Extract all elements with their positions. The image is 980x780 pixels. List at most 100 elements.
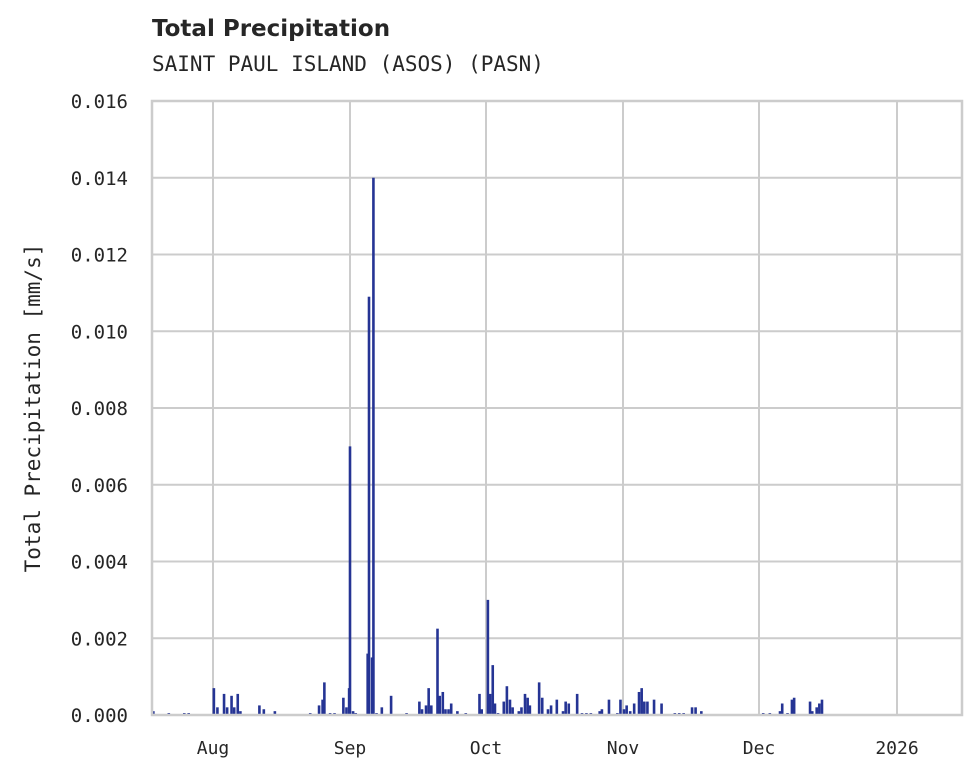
y-tick-label: 0.000 bbox=[71, 705, 128, 727]
precip-bar bbox=[549, 705, 553, 715]
chart-title: Total Precipitation bbox=[152, 16, 391, 42]
precip-bar bbox=[528, 705, 532, 715]
precip-bar bbox=[640, 688, 643, 715]
precip-bar bbox=[427, 688, 430, 715]
precip-bar bbox=[700, 711, 703, 715]
plot-frame bbox=[150, 99, 964, 717]
precip-bar bbox=[342, 697, 345, 715]
precip-bar bbox=[262, 709, 266, 715]
y-tick-label: 0.010 bbox=[71, 321, 128, 343]
precip-bar bbox=[236, 693, 240, 715]
precip-bar bbox=[598, 711, 601, 715]
precip-bar bbox=[488, 693, 492, 715]
precip-bar bbox=[637, 691, 641, 715]
precip-bar bbox=[790, 699, 794, 715]
chart-subtitle: SAINT PAUL ISLAND (ASOS) (PASN) bbox=[152, 52, 544, 76]
precip-bar bbox=[258, 705, 261, 715]
x-tick-label: Nov bbox=[607, 738, 640, 759]
precip-bar bbox=[537, 682, 541, 715]
y-tick-label: 0.002 bbox=[71, 628, 128, 650]
precip-bar bbox=[222, 693, 226, 715]
precip-bar bbox=[526, 697, 529, 715]
precipitation-bars bbox=[152, 177, 824, 715]
precip-bar bbox=[438, 695, 442, 715]
precip-bar bbox=[348, 446, 352, 715]
precip-bar bbox=[555, 699, 559, 715]
precip-bar bbox=[567, 703, 571, 715]
precip-bar bbox=[478, 693, 481, 715]
precip-bar bbox=[815, 707, 818, 715]
y-axis-label: Total Precipitation [mm/s] bbox=[21, 244, 45, 573]
y-tick-label: 0.004 bbox=[71, 552, 128, 574]
y-tick-label: 0.008 bbox=[71, 398, 128, 420]
precip-bar bbox=[345, 707, 348, 715]
precip-bar bbox=[232, 707, 236, 715]
precip-bar bbox=[575, 693, 579, 715]
precip-bar bbox=[607, 699, 611, 715]
precip-bar bbox=[632, 703, 636, 715]
precip-bar bbox=[239, 711, 242, 715]
precip-bar bbox=[447, 709, 450, 715]
x-axis-ticks: Aug Sep Oct Nov Dec 2026 bbox=[197, 738, 919, 759]
precip-bar bbox=[564, 701, 567, 715]
grid-lines bbox=[152, 100, 962, 716]
precip-bar bbox=[486, 599, 490, 715]
precip-bar bbox=[780, 703, 784, 715]
precip-bar bbox=[436, 628, 439, 715]
precip-bar bbox=[323, 682, 326, 715]
precip-bar bbox=[212, 688, 216, 715]
precip-bar bbox=[321, 699, 324, 715]
precip-bar bbox=[372, 177, 375, 715]
precip-bar bbox=[694, 707, 697, 715]
precip-bar bbox=[152, 711, 155, 715]
precip-bar bbox=[493, 703, 497, 715]
precip-bar bbox=[480, 709, 483, 715]
y-tick-label: 0.014 bbox=[71, 168, 128, 190]
precip-bar bbox=[778, 711, 782, 715]
precip-bar bbox=[561, 711, 565, 715]
precip-bar bbox=[622, 709, 626, 715]
precip-bar bbox=[818, 703, 821, 715]
precip-bar bbox=[441, 691, 445, 715]
precip-bar bbox=[820, 699, 824, 715]
y-tick-label: 0.006 bbox=[71, 475, 128, 497]
precip-bar bbox=[628, 711, 632, 715]
precip-bar bbox=[491, 665, 495, 715]
y-tick-label: 0.012 bbox=[71, 245, 128, 267]
precip-bar bbox=[389, 695, 393, 715]
precip-bar bbox=[810, 711, 814, 715]
precip-bar bbox=[690, 707, 694, 715]
precip-bar bbox=[619, 699, 622, 715]
precip-bar bbox=[808, 701, 812, 715]
precip-bar bbox=[520, 707, 523, 715]
precip-bar bbox=[646, 701, 649, 715]
precip-bar bbox=[380, 707, 384, 715]
precip-bar bbox=[420, 709, 424, 715]
precip-bar bbox=[366, 653, 369, 715]
precip-bar bbox=[230, 695, 233, 715]
precip-bar bbox=[456, 711, 459, 715]
y-axis-ticks: 0.000 0.002 0.004 0.006 0.008 0.010 0.012 0.014… bbox=[71, 91, 128, 727]
precip-bar bbox=[444, 709, 447, 715]
precip-bar bbox=[517, 711, 521, 715]
precip-bar bbox=[600, 709, 604, 715]
precip-bar bbox=[370, 657, 374, 715]
precip-bar bbox=[511, 707, 514, 715]
precip-bar bbox=[317, 705, 321, 715]
precip-bar bbox=[424, 705, 428, 715]
precip-bar bbox=[505, 686, 509, 715]
precip-bar bbox=[643, 701, 646, 715]
precip-bar bbox=[418, 701, 421, 715]
precip-bar bbox=[367, 296, 371, 715]
precip-bar bbox=[351, 711, 355, 715]
precip-bar bbox=[625, 705, 628, 715]
precip-bar bbox=[216, 707, 219, 715]
precip-bar bbox=[540, 697, 544, 715]
precip-bar bbox=[225, 707, 229, 715]
precip-bar bbox=[660, 703, 663, 715]
precip-bar bbox=[502, 701, 506, 715]
precip-bar bbox=[449, 703, 453, 715]
precip-bar bbox=[273, 711, 277, 715]
x-tick-label: Dec bbox=[743, 738, 776, 759]
